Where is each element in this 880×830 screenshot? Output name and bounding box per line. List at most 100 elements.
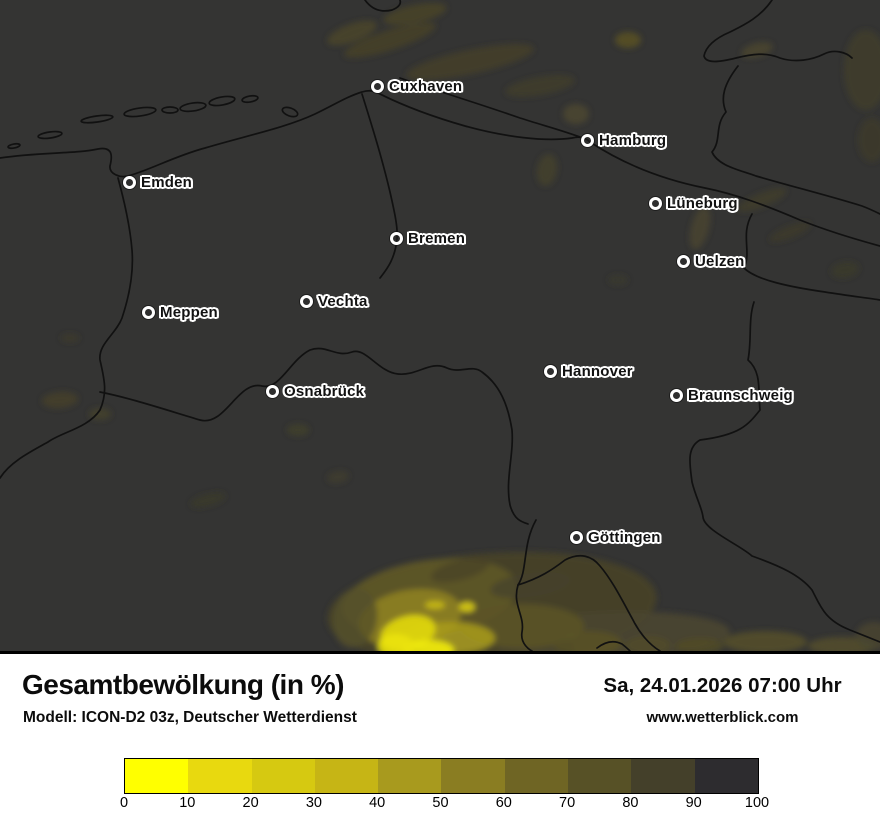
weather-map: Cuxhaven Hamburg Emden Lüneburg Bremen U… — [0, 0, 880, 654]
legend-colorbar — [124, 758, 759, 794]
map-canvas — [0, 0, 880, 651]
city-marker-lueneburg: Lüneburg — [649, 195, 738, 212]
cloud-patch — [536, 154, 558, 186]
city-label: Braunschweig — [688, 387, 793, 404]
city-label: Uelzen — [695, 253, 745, 270]
city-label: Osnabrück — [284, 383, 365, 400]
legend-color-segment — [631, 759, 695, 793]
legend-tick-label: 50 — [432, 795, 449, 811]
city-dot-icon — [544, 365, 557, 378]
city-marker-osnabrueck: Osnabrück — [266, 383, 364, 400]
city-marker-bremen: Bremen — [390, 230, 465, 247]
city-marker-braunschweig: Braunschweig — [670, 387, 793, 404]
footer-panel: Gesamtbewölkung (in %) Modell: ICON-D2 0… — [0, 654, 880, 830]
legend-color-segment — [441, 759, 505, 793]
cloud-patch — [608, 275, 628, 285]
city-marker-uelzen: Uelzen — [677, 253, 745, 270]
cloud-patch — [737, 188, 787, 212]
cloud-patch — [676, 638, 724, 651]
cloud-patch — [402, 640, 454, 651]
cloud-patch — [378, 634, 414, 651]
city-dot-icon — [670, 389, 683, 402]
city-marker-emden: Emden — [123, 174, 192, 191]
city-marker-hannover: Hannover — [544, 363, 633, 380]
cloud-patch — [406, 44, 534, 80]
cloud-patch — [741, 42, 773, 58]
legend-color-segment — [694, 759, 758, 793]
model-subtitle: Modell: ICON-D2 03z, Deutscher Wetterdie… — [23, 709, 357, 726]
cloud-patch — [844, 30, 880, 110]
city-label: Cuxhaven — [389, 78, 463, 95]
page-title: Gesamtbewölkung (in %) — [22, 669, 344, 700]
cloud-patch — [430, 557, 490, 583]
cloud-patch — [831, 261, 859, 279]
legend-tick-label: 60 — [495, 795, 512, 811]
city-dot-icon — [266, 385, 279, 398]
legend-color-segment — [504, 759, 569, 793]
cloud-patch — [344, 22, 436, 58]
city-label: Hamburg — [599, 132, 667, 149]
cloud-patch — [42, 391, 78, 409]
city-dot-icon — [142, 306, 155, 319]
city-marker-cuxhaven: Cuxhaven — [371, 78, 462, 95]
cloud-patch — [190, 492, 226, 508]
forecast-datetime: Sa, 24.01.2026 07:00 Uhr — [603, 674, 842, 697]
legend-ticks: 0 10 20 30 40 50 60 70 80 90 100 — [120, 795, 769, 814]
legend-color-segment — [378, 759, 442, 793]
cloud-patch — [287, 424, 309, 436]
legend-color-segment — [125, 759, 189, 793]
city-dot-icon — [300, 295, 313, 308]
city-dot-icon — [649, 197, 662, 210]
legend-color-segment — [188, 759, 252, 793]
cloud-patch — [490, 571, 570, 599]
city-dot-icon — [677, 255, 690, 268]
cloud-patch — [383, 2, 447, 26]
cloud-patch — [858, 118, 880, 162]
city-label: Bremen — [408, 230, 466, 247]
city-marker-hamburg: Hamburg — [581, 132, 666, 149]
website-url: www.wetterblick.com — [646, 708, 799, 726]
map-borders — [0, 0, 880, 651]
legend-color-segment — [314, 759, 379, 793]
legend-tick-label: 70 — [559, 795, 576, 811]
cloud-patch — [327, 470, 349, 484]
legend-tick-label: 80 — [622, 795, 639, 811]
city-dot-icon — [371, 80, 384, 93]
city-label: Hannover — [562, 363, 633, 380]
cloud-patch — [626, 636, 670, 651]
legend-tick-label: 100 — [744, 795, 770, 811]
cloud-patch — [332, 588, 378, 648]
cloud-patch — [563, 104, 589, 124]
cloud-patch — [723, 631, 807, 651]
city-label: Emden — [141, 174, 193, 191]
legend-tick-label: 90 — [685, 795, 702, 811]
city-dot-icon — [123, 176, 136, 189]
legend-color-segment — [568, 759, 632, 793]
legend-tick-label: 20 — [242, 795, 259, 811]
cloud-patch — [327, 20, 377, 46]
city-marker-vechta: Vechta — [300, 293, 368, 310]
cloud-patch — [769, 222, 811, 242]
city-marker-meppen: Meppen — [142, 304, 218, 321]
legend-tick-label: 0 — [119, 795, 129, 811]
cloud-patch — [615, 32, 641, 48]
city-label: Meppen — [160, 304, 218, 321]
legend-tick-label: 40 — [369, 795, 386, 811]
cloud-patch — [689, 206, 711, 250]
city-marker-goettingen: Göttingen — [570, 529, 661, 546]
cloud-patch — [554, 640, 574, 651]
cloud-patch — [856, 622, 880, 650]
cloud-patch — [425, 601, 445, 609]
city-dot-icon — [390, 232, 403, 245]
legend-tick-label: 10 — [179, 795, 196, 811]
legend-tick-label: 30 — [305, 795, 322, 811]
footer-right-block: Sa, 24.01.2026 07:00 Uhr www.wetterblick… — [565, 654, 880, 744]
cloud-patch — [459, 602, 475, 612]
cloud-patch-layer — [42, 2, 880, 651]
city-label: Lüneburg — [667, 195, 738, 212]
city-dot-icon — [570, 531, 583, 544]
city-dot-icon — [581, 134, 594, 147]
cloud-patch — [505, 75, 575, 97]
city-label: Göttingen — [588, 529, 661, 546]
city-label: Vechta — [318, 293, 368, 310]
